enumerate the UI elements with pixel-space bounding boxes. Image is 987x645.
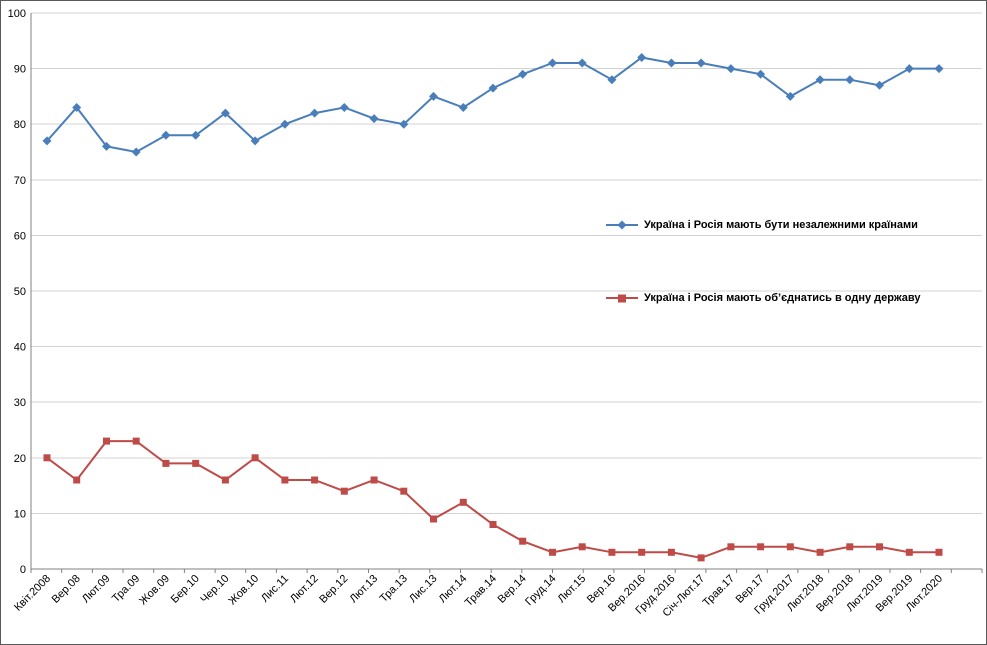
svg-text:Трав.17: Трав.17 [701,573,737,609]
svg-text:Квіт.2008: Квіт.2008 [12,573,53,614]
svg-text:Вер.08: Вер.08 [50,573,83,606]
svg-text:Тра.13: Тра.13 [378,573,410,605]
legend-item-unite: Україна і Росія мають об’єднатись в одну… [605,292,921,304]
svg-text:50: 50 [14,286,26,298]
legend-item-independent: Україна і Росія мають бути незалежними к… [605,219,918,231]
svg-text:80: 80 [14,119,26,131]
series-line-0 [46,56,939,154]
svg-text:Лис.11: Лис.11 [259,573,291,605]
series-markers-1 [43,437,943,562]
svg-text:Груд.14: Груд.14 [523,573,558,608]
svg-text:10: 10 [14,508,26,520]
x-axis-labels: Квіт.2008Вер.08Лют.09Тра.09Жов.09Бер.10Ч… [12,573,945,620]
gridlines [31,12,982,570]
svg-text:Бер.10: Бер.10 [169,573,202,606]
series-markers-0 [42,53,944,157]
legend-square-marker-icon [618,294,626,303]
svg-text:70: 70 [14,175,26,187]
series-line-1 [46,440,939,559]
y-axis-labels: 0 10 20 30 40 50 60 70 80 90 100 [8,8,26,576]
legend-label-unite: Україна і Росія мають об’єднатись в одну… [644,292,921,304]
x-axis-ticks [30,569,983,573]
legend-diamond-marker-icon [617,220,627,230]
svg-text:Лют.15: Лют.15 [556,573,589,606]
svg-text:20: 20 [14,453,26,465]
svg-text:Трав.14: Трав.14 [463,573,499,609]
svg-text:90: 90 [14,64,26,76]
svg-text:Лис.13: Лис.13 [407,573,440,606]
svg-text:100: 100 [8,8,26,20]
svg-text:Вер.12: Вер.12 [317,573,350,606]
svg-text:Жов.10: Жов.10 [226,573,261,608]
svg-text:30: 30 [14,397,26,409]
svg-text:Лют.09: Лют.09 [80,573,113,606]
svg-text:Лют.12: Лют.12 [288,573,321,606]
svg-text:40: 40 [14,342,26,354]
svg-text:Лют.13: Лют.13 [347,573,380,606]
legend-marker-unite-icon [606,294,638,303]
svg-text:Чер.10: Чер.10 [198,573,231,606]
svg-text:0: 0 [20,564,26,576]
legend-label-independent: Україна і Росія мають бути незалежними к… [644,219,918,231]
svg-text:Жов.09: Жов.09 [137,573,172,608]
svg-text:60: 60 [14,230,26,242]
legend-marker-independent-icon [606,220,638,230]
